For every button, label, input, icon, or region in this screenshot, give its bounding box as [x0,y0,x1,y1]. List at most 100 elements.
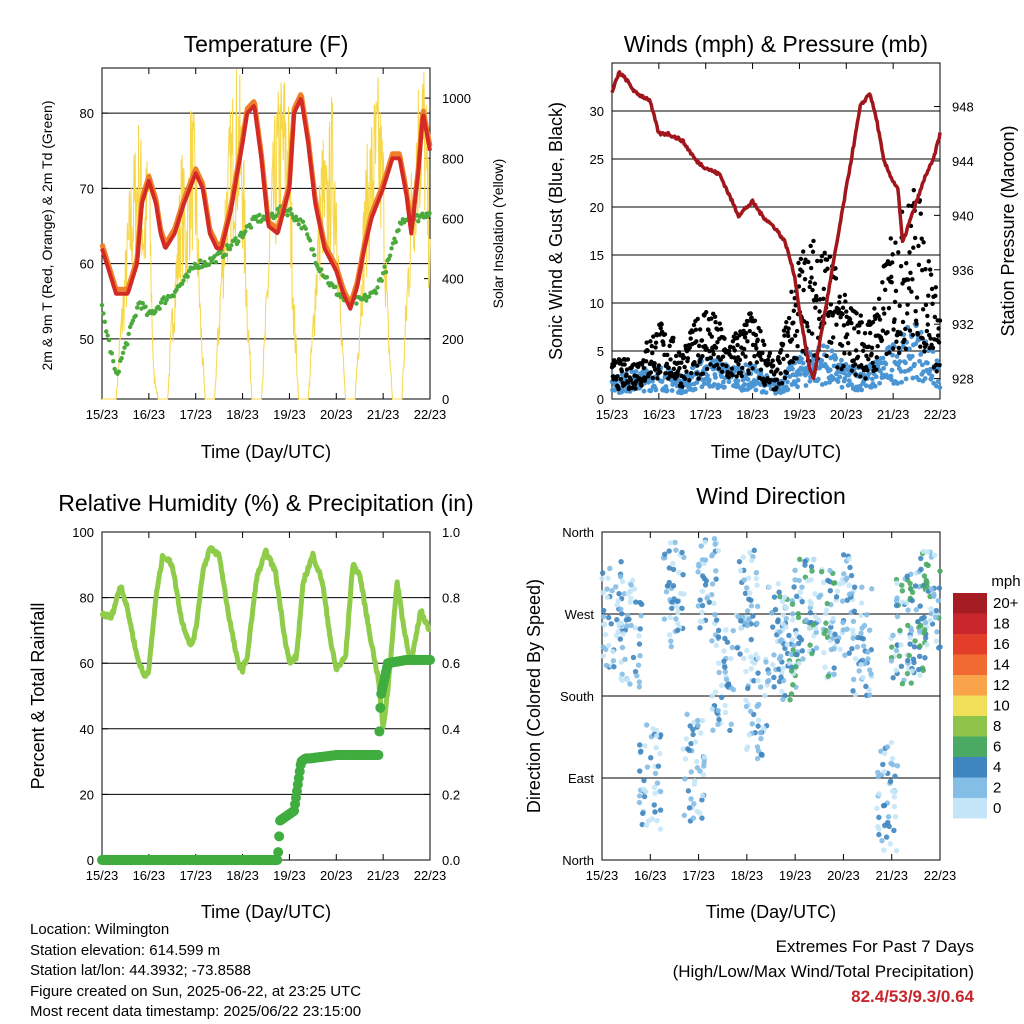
direction-point [766,670,772,676]
gust-point [875,343,880,349]
gust-point [644,340,649,345]
pressure-line [610,70,942,381]
wind-point [785,387,791,392]
gust-point [911,245,916,250]
gust-point [758,367,764,372]
dewpoint-point [106,337,112,343]
direction-point [691,801,697,807]
gust-point [900,319,906,325]
direction-point [666,548,672,554]
dewpoint-point [289,211,294,217]
gust-point [898,331,903,337]
legend-label: 12 [993,677,1010,694]
direction-point [685,788,692,794]
direction-point [899,681,906,687]
gust-point [748,361,753,366]
direction-point [869,586,875,592]
direction-point [779,598,786,605]
direction-point [831,671,837,677]
direction-point [614,602,620,608]
direction-point [823,607,830,613]
dewpoint-point [288,206,293,212]
gust-point [885,329,890,335]
gust-point [913,309,918,314]
gust-point [907,328,913,333]
gust-point [782,375,788,381]
gust-point [921,240,926,245]
x-tick-label: 18/23 [731,868,764,883]
direction-point [718,682,725,689]
gust-point [752,318,758,323]
dewpoint-point [248,225,254,230]
chart-title: Relative Humidity (%) & Precipitation (i… [58,490,473,516]
direction-point [827,567,833,574]
direction-point [695,722,701,728]
gust-point [918,211,923,216]
x-tick-label: 15/23 [596,407,629,422]
extremes-title: Extremes For Past 7 Days [775,937,974,956]
gust-point [828,309,833,315]
direction-point [662,551,668,557]
direction-point [666,632,673,638]
gust-point [860,348,866,353]
legend-label: 16 [993,636,1010,653]
gust-point [839,343,845,348]
gust-point [668,357,673,362]
wind-point [883,361,889,367]
chart-title: Winds (mph) & Pressure (mb) [624,31,928,57]
direction-point [709,693,715,699]
direction-point [922,635,929,641]
direction-point [776,666,782,672]
x-tick-label: 21/23 [875,868,908,883]
direction-point [823,620,829,626]
direction-point [889,788,896,794]
dewpoint-point [102,319,108,325]
gust-point [800,269,805,274]
gust-point [661,342,666,348]
direction-point [673,547,679,553]
gust-point [670,339,676,344]
wind-point [758,370,764,376]
gust-point [628,377,633,382]
gust-point [924,328,930,334]
direction-point [624,623,630,629]
y2-tick-label: 928 [952,372,974,387]
gust-point [934,362,939,367]
direction-point [636,641,643,647]
y2-tick-label: 800 [442,151,464,166]
gust-point [665,352,670,358]
direction-point [690,731,696,738]
direction-point [837,646,843,653]
dewpoint-point [133,313,138,318]
direction-point [684,711,690,718]
direction-point [909,668,915,674]
direction-point [619,677,626,684]
panel-temperature: 15/23 16/23 17/23 18/23 19/23 20/23 21/23 22/23… [39,31,506,462]
dewpoint-point [375,285,380,290]
gust-point [795,344,800,349]
wind-point [803,383,809,388]
gust-point [786,326,791,331]
wind-point [912,361,917,367]
direction-point [628,595,634,601]
direction-point [776,655,783,662]
gust-point [909,289,914,294]
gust-point [858,374,863,379]
gust-point [851,358,856,363]
wind-point [839,384,845,390]
gust-point [720,354,726,359]
gust-point [645,348,650,354]
x-tick-label: 15/23 [586,868,619,883]
direction-point [675,609,681,616]
y-tick-label: 100 [72,525,94,540]
gust-point [894,339,899,344]
gust-point [694,371,700,376]
wind-point [872,383,878,389]
gust-point [933,293,938,299]
gust-point [807,284,812,290]
direction-point [753,575,760,582]
direction-point [620,631,626,637]
dewpoint-point [393,239,398,245]
gust-point [615,374,620,379]
y2-tick-label: 0.2 [442,787,460,802]
